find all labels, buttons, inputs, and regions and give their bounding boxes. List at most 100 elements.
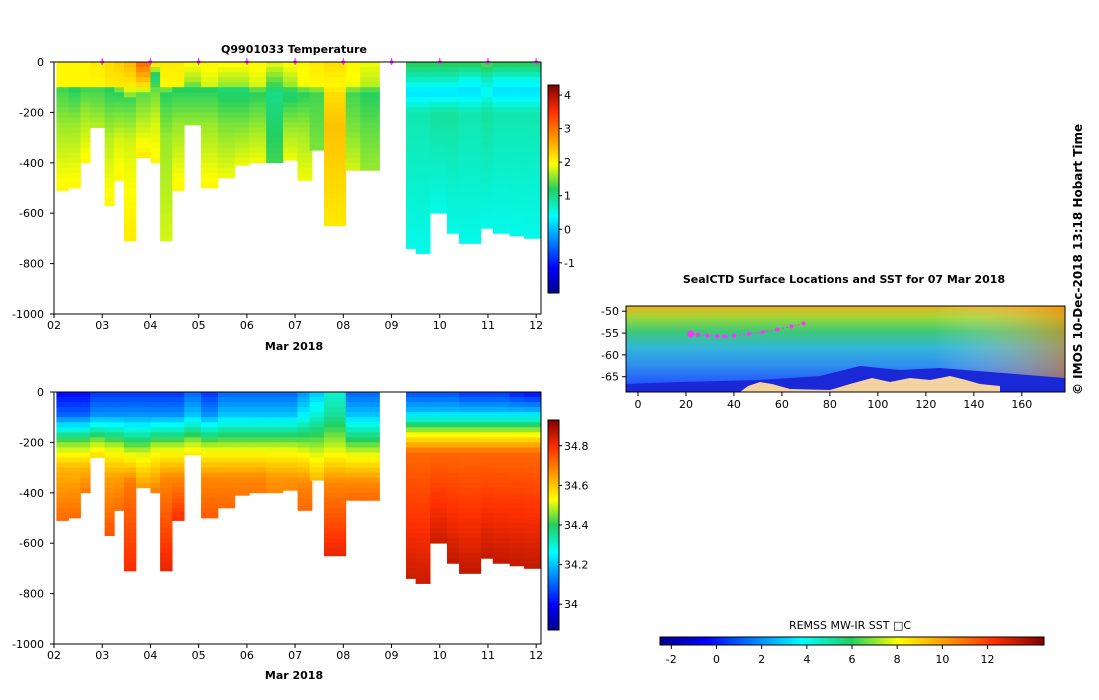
section-cell: [135, 402, 151, 408]
section-cell: [172, 182, 185, 189]
section-cell: [184, 77, 202, 83]
section-cell: [184, 107, 202, 113]
section-cell: [104, 482, 115, 489]
section-cell: [415, 72, 431, 78]
section-cell: [459, 77, 482, 83]
section-cell: [415, 518, 431, 524]
section-cell: [234, 157, 250, 164]
section-cell: [345, 482, 361, 489]
section-cell: [405, 238, 417, 244]
section-cell: [524, 72, 542, 78]
section-cell: [217, 477, 236, 484]
section-cell: [104, 523, 115, 529]
section-cell: [150, 407, 161, 413]
section-cell: [297, 507, 313, 511]
section-cell: [524, 482, 542, 489]
section-cell: [184, 452, 202, 456]
section-cell: [283, 402, 298, 408]
section-cell: [446, 462, 460, 468]
section-cell: [217, 407, 236, 413]
section-cell: [360, 127, 380, 133]
section-cell: [56, 397, 69, 403]
section-cell: [446, 492, 460, 499]
section-cell: [80, 422, 91, 428]
section-cell: [459, 427, 482, 433]
section-cell: [524, 218, 542, 224]
section-cell: [201, 77, 219, 83]
section-cell: [324, 442, 347, 448]
section-cell: [297, 477, 313, 484]
section-cell: [405, 512, 417, 519]
section-cell: [123, 228, 137, 234]
section-cell: [80, 457, 91, 463]
section-cell: [160, 193, 173, 199]
section-cell: [415, 127, 431, 133]
section-cell: [217, 437, 236, 443]
section-cell: [297, 62, 313, 68]
section-cell: [283, 107, 298, 113]
salinity-x-label: Mar 2018: [265, 669, 323, 682]
section-cell: [283, 142, 298, 149]
section-cell: [492, 132, 511, 138]
section-cell: [446, 97, 460, 103]
section-cell: [172, 142, 185, 149]
section-cell: [309, 407, 325, 413]
section-cell: [283, 392, 298, 398]
section-cell: [360, 487, 380, 494]
section-cell: [297, 147, 313, 154]
section-cell: [415, 92, 431, 98]
section-cell: [150, 137, 161, 144]
section-cell: [446, 548, 460, 554]
section-cell: [459, 208, 482, 214]
section-cell: [480, 62, 494, 68]
section-cell: [283, 482, 298, 489]
section-cell: [492, 427, 511, 433]
section-cell: [345, 432, 361, 438]
section-cell: [135, 122, 151, 128]
section-cell: [524, 157, 542, 164]
section-cell: [405, 132, 417, 138]
section-cell: [68, 512, 81, 519]
section-cell: [524, 213, 542, 219]
section-cell: [249, 417, 267, 423]
seal-track-line: [690, 323, 804, 338]
section-cell: [249, 447, 267, 453]
section-cell: [324, 102, 347, 108]
section-cell: [68, 112, 81, 118]
section-cell: [90, 392, 106, 398]
sst-map-title: SealCTD Surface Locations and SST for 07…: [683, 273, 1005, 286]
section-cell: [430, 467, 448, 474]
section-cell: [492, 407, 511, 413]
section-cell: [430, 82, 448, 88]
section-cell: [360, 452, 380, 458]
section-cell: [415, 198, 431, 204]
section-cell: [160, 548, 173, 554]
section-cell: [160, 67, 173, 73]
section-cell: [249, 87, 267, 93]
section-cell: [360, 152, 380, 159]
section-cell: [160, 507, 173, 514]
section-cell: [405, 77, 417, 83]
section-cell: [123, 238, 137, 242]
section-cell: [114, 142, 125, 149]
section-cell: [104, 87, 115, 93]
section-cell: [509, 127, 525, 133]
section-cell: [446, 112, 460, 118]
section-cell: [446, 157, 460, 164]
section-cell: [324, 223, 347, 227]
section-cell: [446, 132, 460, 138]
section-cell: [492, 397, 511, 403]
section-cell: [104, 107, 115, 113]
section-cell: [446, 397, 460, 403]
section-cell: [266, 422, 284, 428]
section-cell: [172, 92, 185, 98]
section-cell: [184, 392, 202, 398]
section-cell: [283, 67, 298, 73]
section-cell: [123, 487, 137, 494]
section-cell: [135, 392, 151, 398]
section-cell: [324, 427, 347, 433]
section-cell: [184, 82, 202, 88]
section-cell: [415, 142, 431, 149]
section-cell: [104, 167, 115, 174]
section-cell: [135, 397, 151, 403]
